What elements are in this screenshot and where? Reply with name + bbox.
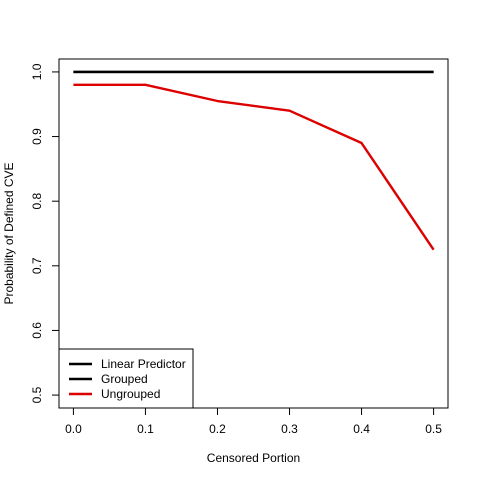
y-tick-label: 1.0 [30,63,44,80]
x-tick-label: 0.0 [65,422,82,436]
y-tick-label: 0.6 [30,322,44,339]
x-tick-label: 0.3 [281,422,298,436]
axes: 0.0 0.1 0.2 0.3 0.4 0.5 0.5 0.6 0.7 0.8 0.9 1.0 [30,63,442,436]
series-line-ungrouped [73,83,435,251]
legend-box [58,348,194,409]
legend-label: Ungrouped [101,387,160,401]
x-tick-label: 0.2 [209,422,226,436]
x-tick-label: 0.5 [425,422,442,436]
y-tick-label: 0.9 [30,128,44,145]
x-axis-title: Censored Portion [207,451,300,465]
y-tick-label: 0.7 [30,257,44,274]
chart-marks [73,70,435,251]
x-tick-label: 0.1 [137,422,154,436]
legend-label: Grouped [101,372,148,386]
y-tick-label: 0.5 [30,386,44,403]
x-tick-label: 0.4 [353,422,370,436]
y-axis-title: Probability of Defined CVE [2,162,16,304]
legend-label: Linear Predictor [101,357,186,371]
plot-frame [58,58,449,409]
y-tick-label: 0.8 [30,193,44,210]
